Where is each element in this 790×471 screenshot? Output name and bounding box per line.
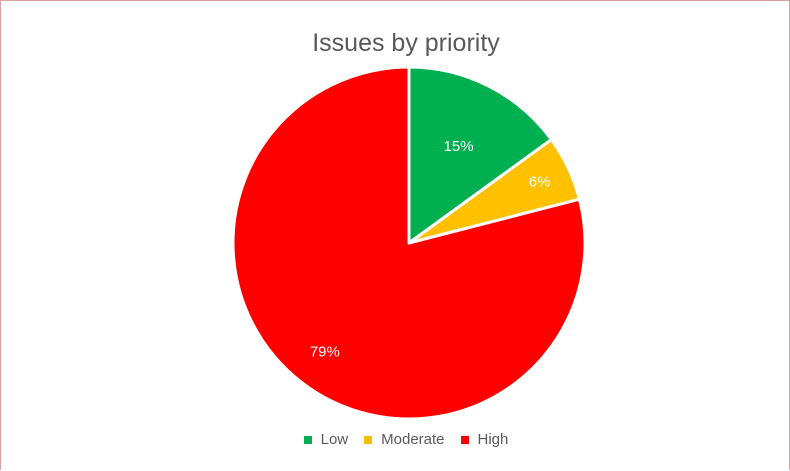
- legend: Low Moderate High: [1, 431, 790, 448]
- legend-swatch-moderate: [364, 435, 373, 444]
- chart-title: Issues by priority: [312, 29, 500, 57]
- legend-swatch-low: [303, 435, 312, 444]
- pie-slice-low: [407, 65, 553, 245]
- data-label-high: 79%: [310, 343, 340, 360]
- legend-label-low: Low: [320, 431, 349, 448]
- legend-label-moderate: Moderate: [381, 431, 445, 448]
- pie-slice-high: [231, 65, 587, 421]
- legend-label-high: High: [477, 431, 509, 448]
- legend-item-high: High: [460, 431, 509, 448]
- legend-swatch-high: [460, 435, 469, 444]
- legend-item-moderate: Moderate: [364, 431, 445, 448]
- data-label-moderate: 6%: [529, 174, 551, 191]
- data-label-low: 15%: [444, 138, 474, 155]
- legend-item-low: Low: [303, 431, 349, 448]
